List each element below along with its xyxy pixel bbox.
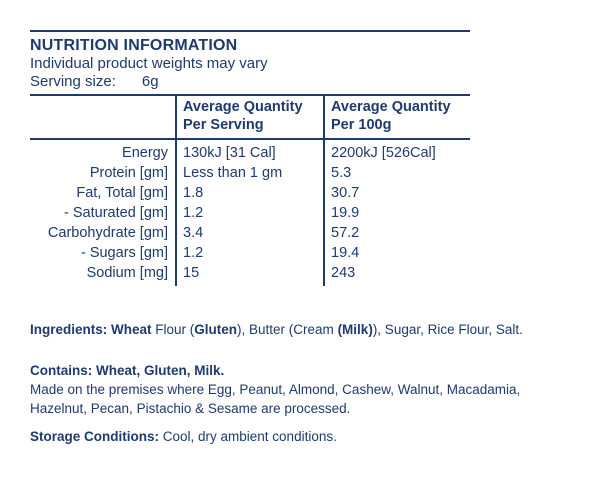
subtitle: Individual product weights may vary: [30, 55, 268, 72]
table-row: - Saturated [gm] 1.2 19.9: [30, 203, 470, 223]
plain-text: Flour (: [151, 322, 195, 337]
bold-text: Ingredients: Wheat: [30, 322, 152, 337]
table-header-row: Average Quantity Per Serving Average Qua…: [30, 95, 470, 140]
table-row: Protein [gm] Less than 1 gm 5.3: [30, 163, 470, 183]
bold-text: (Milk): [337, 322, 373, 337]
text-line: Made on the premises where Egg, Peanut, …: [30, 382, 521, 397]
table-header-empty: [30, 95, 176, 140]
cell-serving: Less than 1 gm: [175, 163, 324, 183]
label-content: NUTRITION INFORMATION Individual product…: [30, 30, 578, 446]
contains-text: Contains: Wheat, Gluten, Milk.: [30, 363, 225, 378]
cell-label: Carbohydrate [gm]: [47, 225, 168, 241]
cell-per100: 57.2: [323, 223, 470, 243]
nutrition-table-body: Energy 130kJ [31 Cal] 2200kJ [526Cal] Prote…: [30, 139, 470, 286]
storage-conditions: Storage Conditions: Cool, dry ambient co…: [30, 427, 578, 446]
cell-serving: 130kJ [31 Cal]: [175, 139, 324, 163]
table-row: Energy 130kJ [31 Cal] 2200kJ [526Cal]: [30, 139, 470, 163]
table-row: Sodium [mg] 15 243: [30, 263, 470, 286]
header-line: Average Quantity: [331, 99, 451, 115]
table-row: Carbohydrate [gm] 3.4 57.2: [30, 223, 470, 243]
cell-per100: 19.9: [323, 203, 470, 223]
cell-label: Fat, Total [gm]: [76, 185, 168, 201]
nutrition-table: Average Quantity Per Serving Average Qua…: [30, 94, 470, 286]
cell-per100: 243: [323, 263, 470, 286]
ingredients-text: Ingredients: Wheat Flour (Gluten), Butte…: [30, 320, 578, 339]
cell-per100: 19.4: [323, 243, 470, 263]
cell-per100: 5.3: [323, 163, 470, 183]
may-contain-text: Made on the premises where Egg, Peanut, …: [30, 380, 578, 418]
header-line: Average Quantity: [183, 99, 303, 115]
cell-label: Protein [gm]: [89, 165, 168, 181]
storage-conditions-value: Cool, dry ambient conditions.: [159, 429, 337, 444]
header-line: Per Serving: [183, 117, 264, 133]
cell-serving: 1.2: [175, 203, 324, 223]
serving-size-value: 6g: [141, 73, 159, 90]
plain-text: ), Sugar, Rice Flour, Salt.: [372, 322, 523, 337]
page-title: NUTRITION INFORMATION: [30, 37, 238, 54]
cell-label: Energy: [122, 145, 168, 161]
cell-per100: 2200kJ [526Cal]: [323, 139, 470, 163]
table-row: Fat, Total [gm] 1.8 30.7: [30, 183, 470, 203]
text-line: Hazelnut, Pecan, Pistachio & Sesame are …: [30, 401, 351, 416]
plain-text: ), Butter (Cream: [237, 322, 338, 337]
storage-conditions-label: Storage Conditions:: [30, 429, 159, 444]
serving-size-label: Serving size:: [30, 73, 116, 90]
cell-serving: 3.4: [175, 223, 324, 243]
top-rule: [30, 30, 470, 32]
cell-serving: 15: [175, 263, 324, 286]
cell-per100: 30.7: [323, 183, 470, 203]
table-row: - Sugars [gm] 1.2 19.4: [30, 243, 470, 263]
header-line: Per 100g: [331, 117, 392, 133]
cell-label: - Saturated [gm]: [64, 205, 168, 221]
cell-label: Sodium [mg]: [86, 265, 168, 281]
cell-serving: 1.2: [175, 243, 324, 263]
table-header-per-serving: Average Quantity Per Serving: [175, 95, 324, 140]
bold-text: Gluten: [194, 322, 238, 337]
cell-serving: 1.8: [175, 183, 324, 203]
serving-size: Serving size: 6g: [30, 73, 578, 91]
table-header-per-100g: Average Quantity Per 100g: [323, 95, 470, 140]
cell-label: - Sugars [gm]: [80, 245, 168, 261]
